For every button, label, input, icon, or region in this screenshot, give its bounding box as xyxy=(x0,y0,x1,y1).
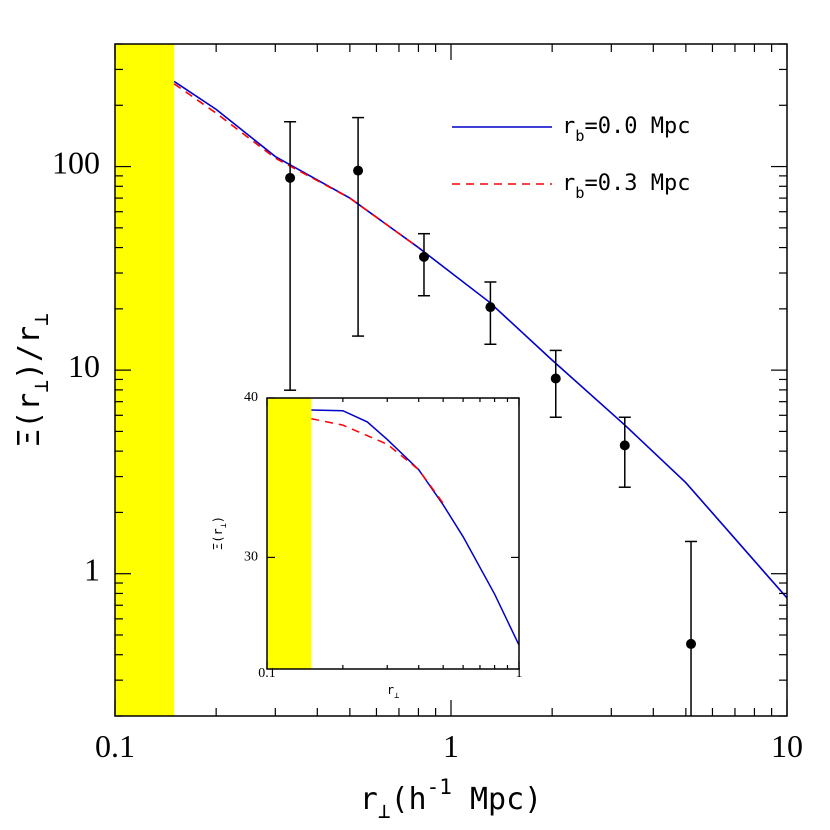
x-tick-label: 1 xyxy=(516,666,523,681)
plot-frame xyxy=(114,43,788,717)
x-tick-label: 0.1 xyxy=(258,666,276,681)
data-point xyxy=(485,302,496,313)
plot-area xyxy=(115,44,787,716)
x-axis-label: r⊥(h-1 Mpc) xyxy=(360,775,542,823)
y-axis-label: Ξ(r⊥) xyxy=(211,516,228,550)
shaded-region xyxy=(267,398,312,669)
series-line xyxy=(311,417,444,504)
data-point xyxy=(285,172,296,183)
y-tick-label: 100 xyxy=(52,145,100,181)
series-line xyxy=(311,409,519,646)
data-point xyxy=(619,440,630,451)
plot-frame xyxy=(266,397,520,670)
x-axis-label: r⊥ xyxy=(387,683,399,700)
y-tick-label: 40 xyxy=(244,390,258,405)
data-point xyxy=(353,165,364,176)
x-tick-label: 0.1 xyxy=(95,728,135,764)
series-line xyxy=(173,83,419,249)
legend-label: rb=0.0 Mpc xyxy=(562,114,691,145)
shaded-region xyxy=(115,44,175,716)
series-line xyxy=(173,80,787,599)
plot-area xyxy=(267,398,519,669)
legend-label: rb=0.3 Mpc xyxy=(562,171,691,202)
y-tick-label: 1 xyxy=(84,552,100,588)
data-point xyxy=(418,251,429,262)
data-point xyxy=(686,638,697,649)
y-tick-label: 30 xyxy=(244,550,258,565)
y-axis-label: Ξ(r⊥)/r⊥ xyxy=(12,313,54,447)
data-point xyxy=(550,373,561,384)
y-tick-label: 10 xyxy=(68,348,100,384)
x-tick-label: 10 xyxy=(771,728,803,764)
x-tick-label: 1 xyxy=(443,728,459,764)
